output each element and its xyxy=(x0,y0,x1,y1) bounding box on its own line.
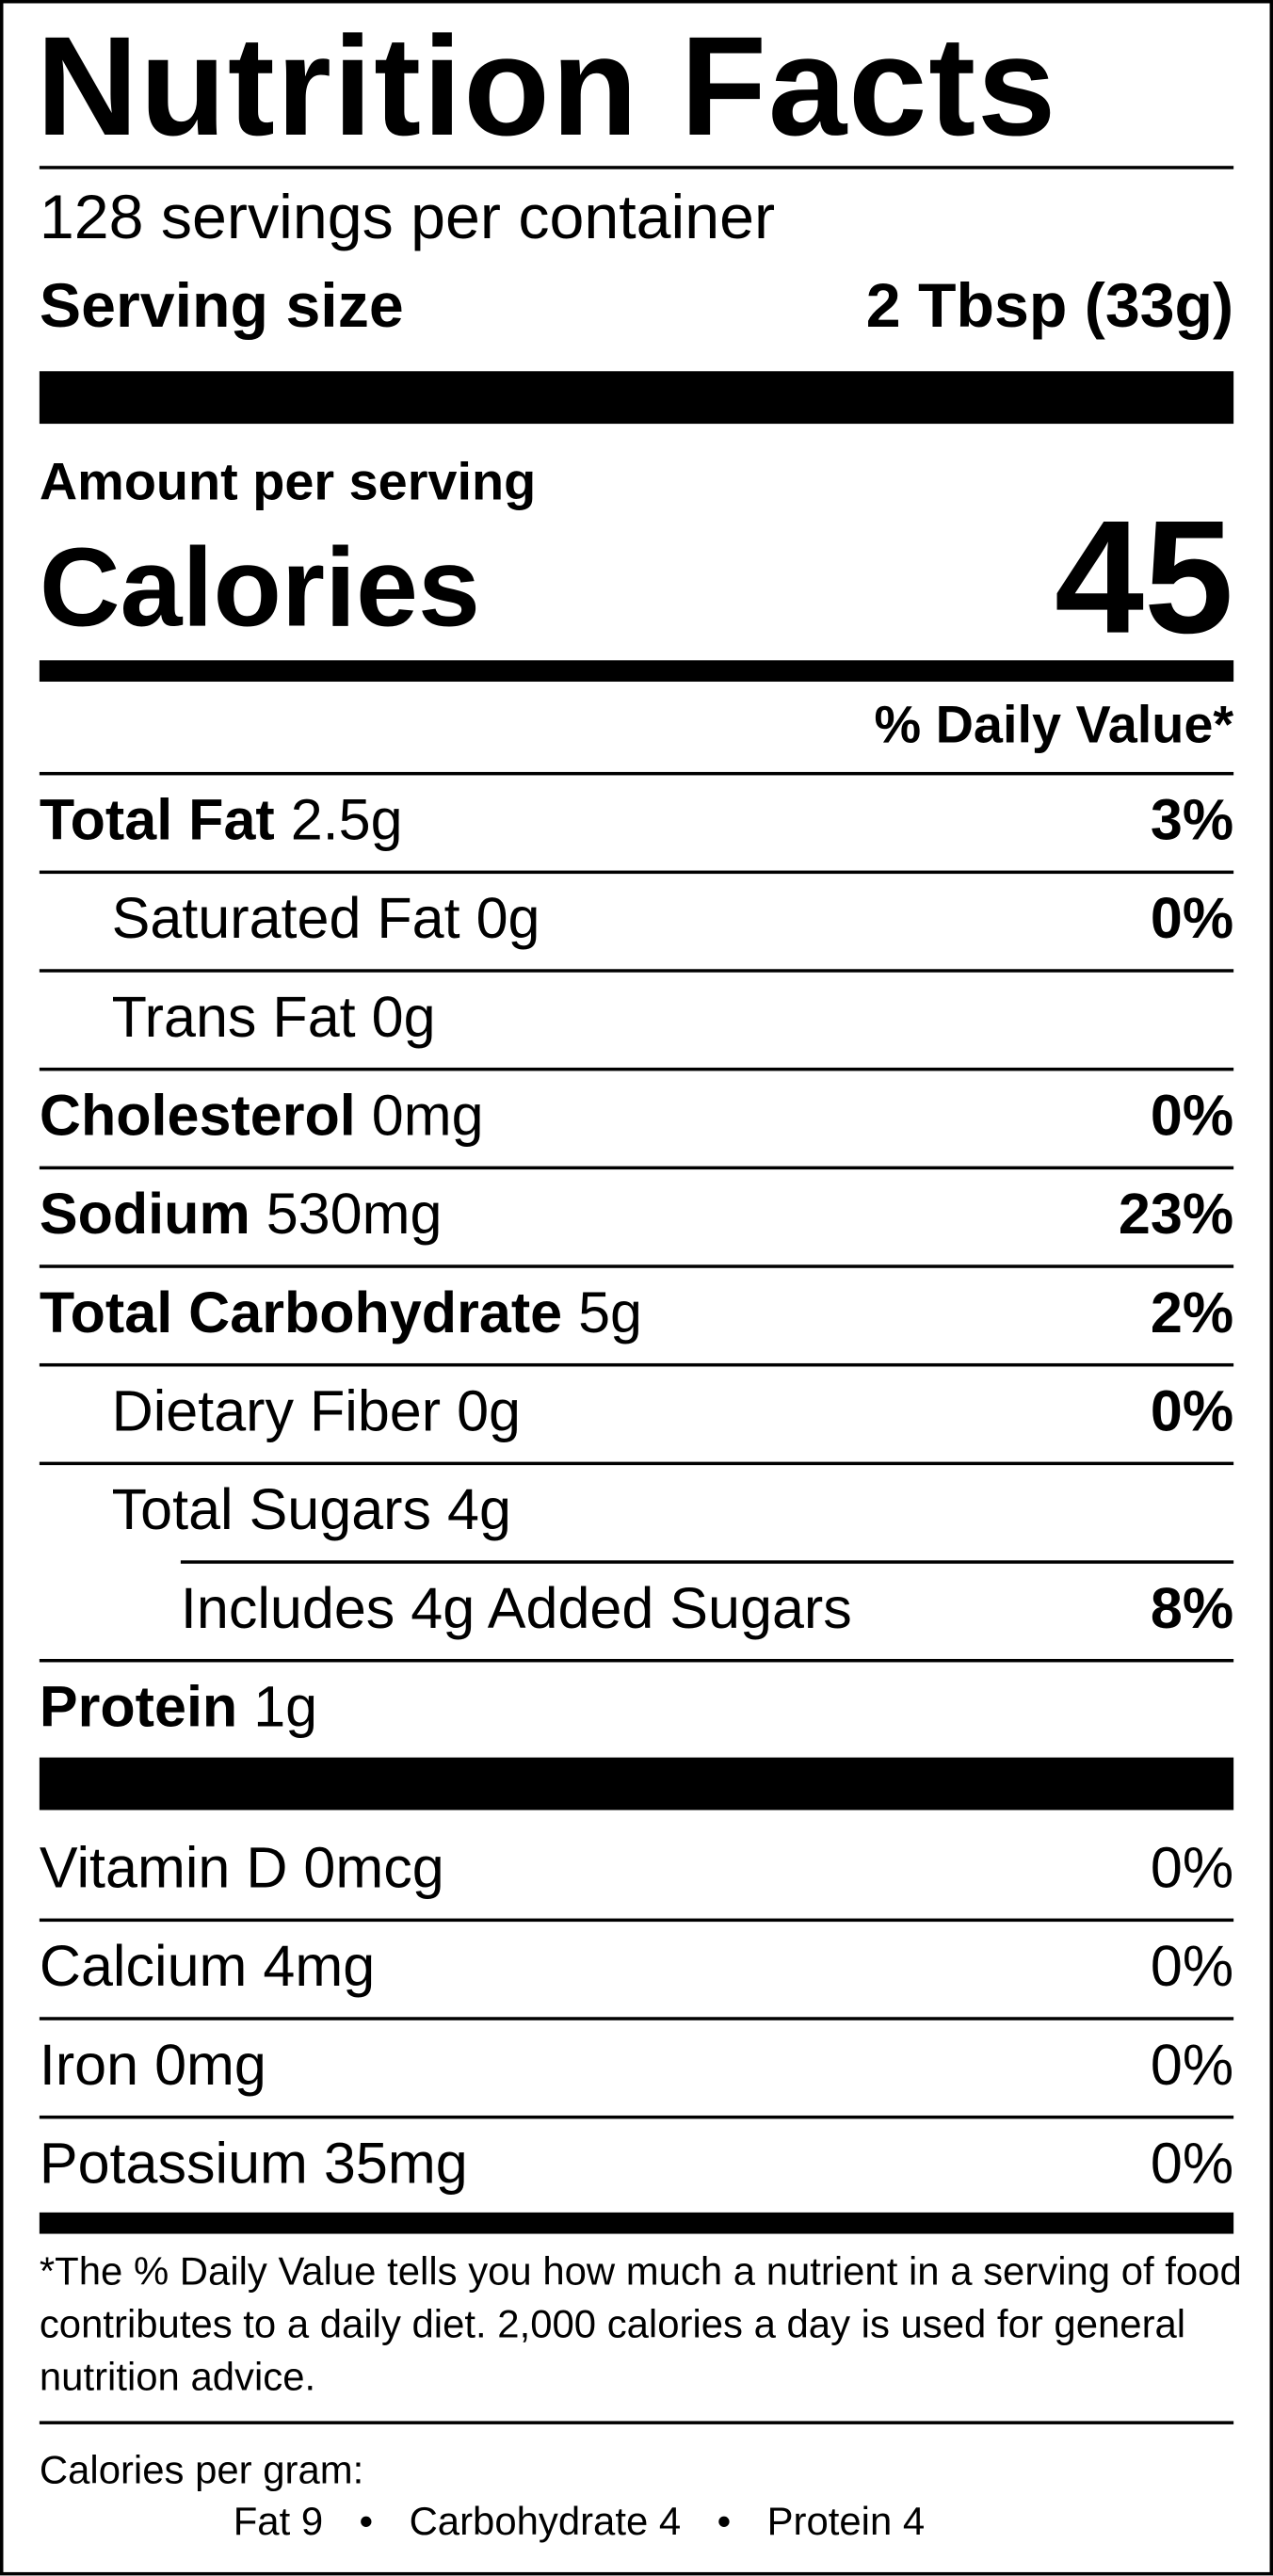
nutrient-amount: 0g xyxy=(475,887,540,952)
nutrient-row: Calcium 4mg xyxy=(40,1939,375,1996)
rule xyxy=(39,1166,1234,1170)
nutrient-amount: 0g xyxy=(371,985,436,1050)
nutrient-amount: 0mg xyxy=(371,1084,484,1149)
title: Nutrition Facts xyxy=(36,8,1058,167)
nutrient-row: Cholesterol 0mg xyxy=(40,1087,484,1145)
nutrient-row: Dietary Fiber 0g xyxy=(112,1383,521,1441)
nutrient-name: Total Sugars xyxy=(111,1478,432,1543)
separator: • xyxy=(717,2500,732,2545)
nutrient-amount: 1g xyxy=(253,1675,318,1740)
rule xyxy=(39,166,1234,169)
serving-size-label: Serving size xyxy=(39,272,404,342)
nutrient-name: Total Fat xyxy=(39,788,275,853)
thick-bar xyxy=(39,1757,1234,1811)
rule xyxy=(39,1067,1234,1071)
nutrient-name: Cholesterol xyxy=(39,1084,356,1149)
nutrient-amount: 2.5g xyxy=(290,788,403,853)
rule xyxy=(39,870,1234,875)
nutrient-name: Sodium xyxy=(39,1183,250,1248)
separator: • xyxy=(359,2500,374,2545)
nutrient-name: Vitamin D xyxy=(39,1836,288,1901)
nutrient-name: Calcium xyxy=(39,1935,248,2000)
nutrient-row: Sodium 530mg xyxy=(40,1186,443,1244)
nutrient-name: Total Carbohydrate xyxy=(39,1280,563,1345)
nutrient-amount: 5g xyxy=(578,1280,643,1345)
nutrient-amount: 530mg xyxy=(266,1183,443,1248)
rule xyxy=(39,2115,1234,2119)
calories-label: Calories xyxy=(39,525,481,651)
serving-size-value: 2 Tbsp (33g) xyxy=(865,272,1234,342)
rule xyxy=(39,2017,1234,2021)
nutrient-amount: 0mg xyxy=(154,2033,266,2098)
nutrient-name: Iron xyxy=(39,2033,139,2098)
nutrient-row: Total Sugars 4g xyxy=(112,1482,511,1539)
nutrient-row: Total Carbohydrate 5g xyxy=(40,1284,642,1342)
nutrient-row: Includes 4g Added Sugars xyxy=(181,1580,852,1637)
medium-bar xyxy=(39,660,1234,682)
rule xyxy=(180,1560,1234,1564)
nutrient-row: Potassium 35mg xyxy=(40,2135,468,2193)
daily-value: 0% xyxy=(1150,1935,1234,2000)
nutrient-row: Protein 1g xyxy=(40,1679,317,1736)
nutrient-name: Includes 4g Added Sugars xyxy=(180,1576,852,1641)
calories-per-gram-items: Fat 9 • Carbohydrate 4 • Protein 4 xyxy=(234,2503,925,2543)
rule xyxy=(39,969,1234,973)
nutrient-row: Saturated Fat 0g xyxy=(112,891,540,948)
nutrient-row: Vitamin D 0mcg xyxy=(40,1840,444,1897)
nutrient-row: Trans Fat 0g xyxy=(112,989,436,1046)
footnote: *The % Daily Value tells you how much a … xyxy=(39,2249,1242,2400)
daily-value: 0% xyxy=(1150,1836,1234,1901)
calories-per-gram-item: Fat 9 xyxy=(233,2500,324,2545)
nutrient-amount: 0g xyxy=(457,1379,522,1444)
calories-per-gram-item: Protein 4 xyxy=(766,2500,926,2545)
nutrient-name: Protein xyxy=(39,1675,238,1740)
daily-value: 8% xyxy=(1150,1576,1234,1641)
rule xyxy=(39,1918,1234,1923)
calories-value: 45 xyxy=(1054,486,1234,668)
daily-value-header: % Daily Value* xyxy=(874,694,1234,754)
daily-value: 23% xyxy=(1118,1183,1234,1248)
nutrient-row: Total Fat 2.5g xyxy=(40,792,403,849)
amount-per-serving: Amount per serving xyxy=(39,451,537,511)
rule xyxy=(39,1264,1234,1268)
daily-value: 0% xyxy=(1150,2033,1234,2098)
servings: 128 servings per container xyxy=(39,184,776,253)
nutrient-name: Saturated Fat xyxy=(111,887,460,952)
nutrient-amount: 0mcg xyxy=(303,1836,444,1901)
rule xyxy=(39,771,1234,776)
daily-value: 0% xyxy=(1150,887,1234,952)
nutrient-row: Iron 0mg xyxy=(40,2037,266,2094)
rule xyxy=(39,1461,1234,1466)
daily-value: 3% xyxy=(1150,788,1234,853)
nutrient-name: Trans Fat xyxy=(111,985,356,1050)
daily-value: 0% xyxy=(1150,1084,1234,1149)
calories-per-gram-item: Carbohydrate 4 xyxy=(409,2500,682,2545)
nutrient-name: Potassium xyxy=(39,2132,308,2197)
nutrient-amount: 35mg xyxy=(323,2132,468,2197)
nutrient-name: Dietary Fiber xyxy=(111,1379,442,1444)
nutrient-amount: 4g xyxy=(447,1478,511,1543)
daily-value: 0% xyxy=(1150,2132,1234,2197)
rule xyxy=(39,1658,1234,1663)
medium-bar xyxy=(39,2212,1234,2234)
thick-bar xyxy=(39,371,1234,425)
nutrient-amount: 4mg xyxy=(263,1935,376,2000)
calories-per-gram-label: Calories per gram: xyxy=(39,2449,364,2494)
rule xyxy=(39,2421,1234,2424)
daily-value: 2% xyxy=(1150,1280,1234,1345)
daily-value: 0% xyxy=(1150,1379,1234,1444)
rule xyxy=(39,1362,1234,1367)
